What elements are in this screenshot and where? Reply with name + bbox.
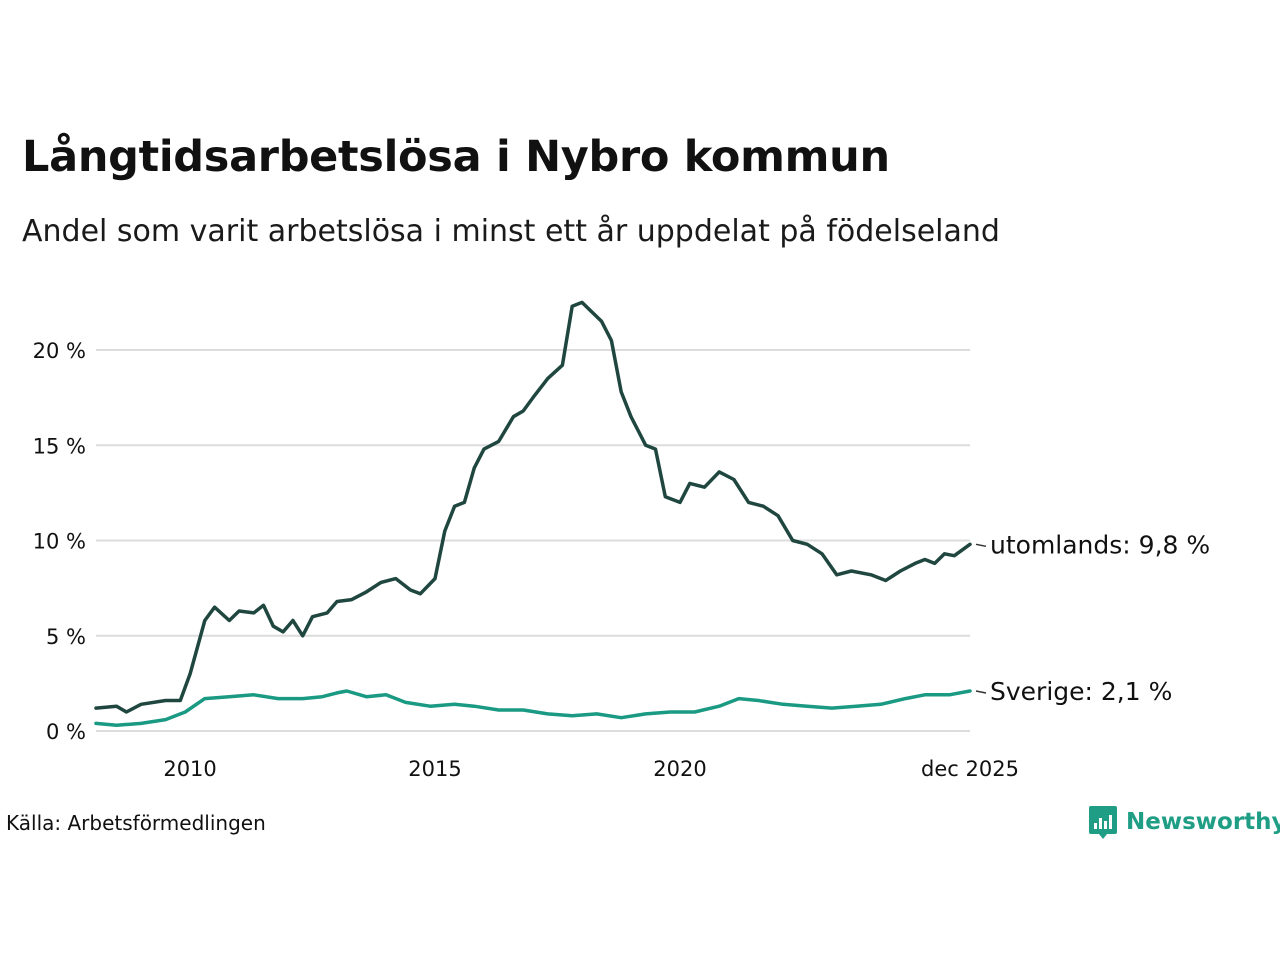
x-axis-ticks: 2010 2015 2020 dec 2025 bbox=[163, 757, 1019, 781]
source-note: Källa: Arbetsförmedlingen bbox=[6, 811, 266, 835]
y-tick-label: 20 % bbox=[33, 339, 86, 363]
chart-subtitle: Andel som varit arbetslösa i minst ett å… bbox=[22, 214, 1000, 249]
y-tick-label: 5 % bbox=[46, 625, 86, 649]
chart-title: Långtidsarbetslösa i Nybro kommun bbox=[22, 132, 890, 182]
gridlines bbox=[96, 349, 970, 732]
end-label-sverige: Sverige: 2,1 % bbox=[990, 677, 1172, 706]
series-lines bbox=[94, 300, 972, 728]
x-tick-label: 2010 bbox=[163, 757, 216, 781]
x-tick-label: 2020 bbox=[653, 757, 706, 781]
series-line-utomlands bbox=[94, 300, 972, 714]
y-tick-label: 15 % bbox=[33, 434, 86, 458]
brand-name: Newsworthy bbox=[1126, 809, 1280, 835]
series-line-sverige bbox=[94, 689, 972, 728]
end-label-leader bbox=[975, 543, 987, 548]
x-tick-label: 2015 bbox=[408, 757, 461, 781]
y-tick-label: 0 % bbox=[46, 720, 86, 744]
y-axis-ticks: 0 % 5 % 10 % 15 % 20 % bbox=[33, 339, 86, 744]
end-label-utomlands: utomlands: 9,8 % bbox=[990, 530, 1210, 559]
newsworthy-logo-icon bbox=[1089, 806, 1117, 839]
end-labels: utomlands: 9,8 % Sverige: 2,1 % bbox=[975, 530, 1210, 706]
x-tick-label: dec 2025 bbox=[921, 757, 1019, 781]
brand-logo: Newsworthy bbox=[1088, 804, 1280, 840]
y-tick-label: 10 % bbox=[33, 530, 86, 554]
end-label-leader bbox=[975, 690, 987, 694]
